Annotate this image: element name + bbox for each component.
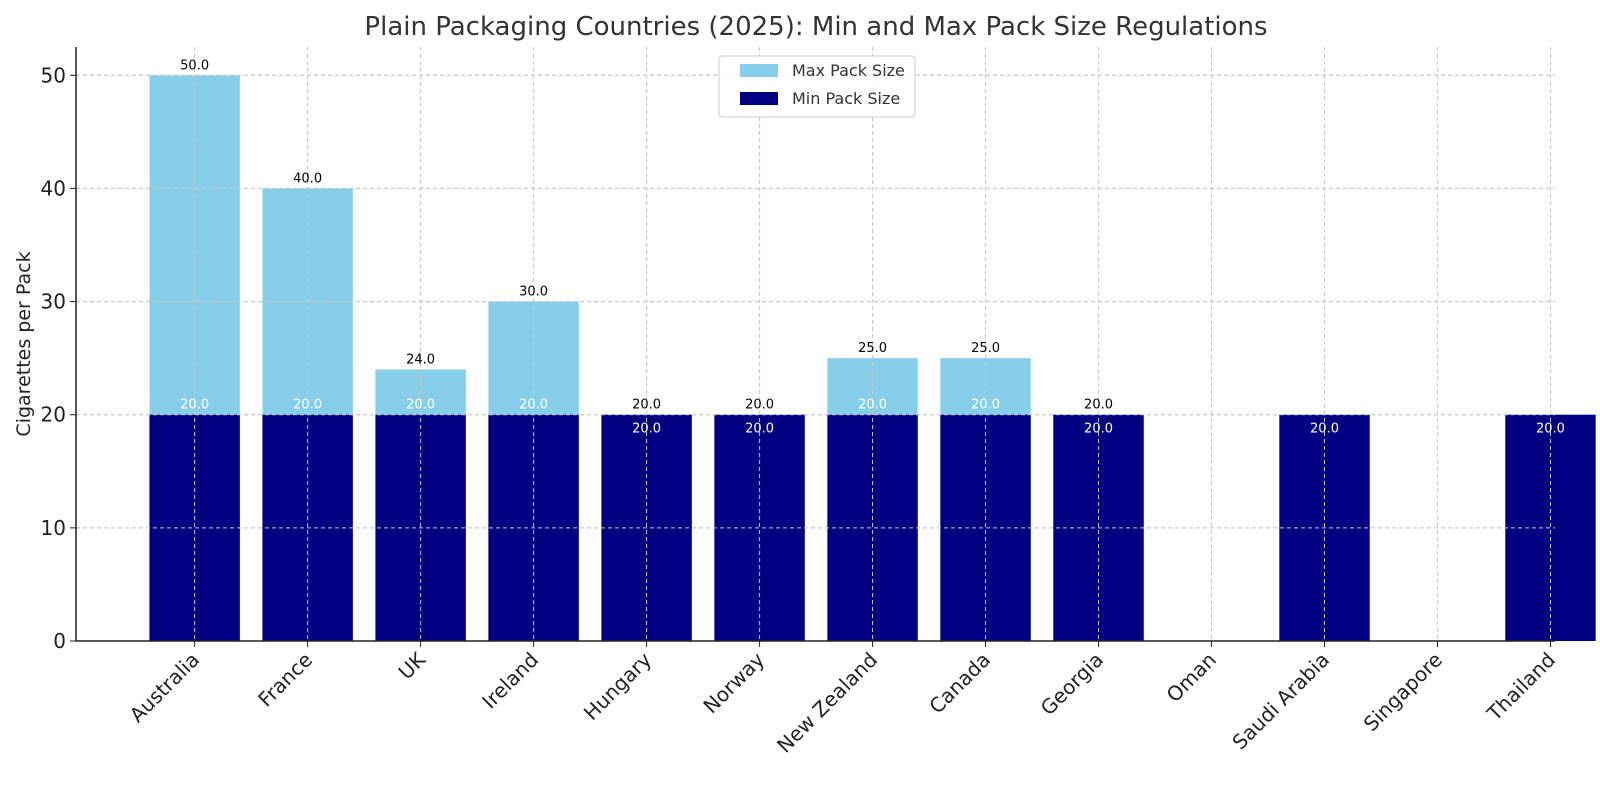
data-label-min: 20.0 — [293, 398, 322, 413]
legend-swatch — [740, 64, 778, 77]
chart-title: Plain Packaging Countries (2025): Min an… — [364, 12, 1267, 42]
x-tick-label: Georgia — [1036, 648, 1108, 720]
data-label-max: 25.0 — [858, 341, 887, 356]
data-label-max: 20.0 — [632, 398, 661, 413]
x-tick-label: Thailand — [1482, 648, 1560, 726]
data-label-min: 20.0 — [406, 398, 435, 413]
data-label-min: 20.0 — [1310, 422, 1339, 437]
data-label-min: 20.0 — [519, 398, 548, 413]
data-label-max: 40.0 — [293, 171, 322, 186]
data-labels: 20.0 50.0 20.0 40.0 20.0 24.0 20.0 30.0 20.0 20.0… — [180, 58, 1565, 436]
y-tick-label: 10 — [41, 516, 66, 540]
x-tick-label: Canada — [924, 648, 995, 719]
data-label-min: 20.0 — [180, 398, 209, 413]
data-label-min: 20.0 — [971, 398, 1000, 413]
legend: Max Pack Size Min Pack Size — [718, 55, 916, 118]
x-tick-label: Ireland — [477, 648, 543, 714]
x-tick-label: New Zealand — [772, 648, 882, 758]
x-tick-label: Australia — [125, 648, 205, 728]
data-label-max: 20.0 — [1084, 398, 1113, 413]
y-tick-label: 20 — [41, 403, 66, 427]
data-label-min: 20.0 — [745, 422, 774, 437]
y-axis-label: Cigarettes per Pack — [13, 251, 35, 436]
x-tick-label: UK — [394, 647, 431, 684]
data-label-max: 30.0 — [519, 285, 548, 300]
x-tick-label: France — [253, 648, 317, 712]
x-tick-label: Singapore — [1359, 648, 1447, 736]
y-tick-label: 50 — [41, 63, 66, 87]
legend-label: Max Pack Size — [792, 61, 905, 80]
legend-label: Min Pack Size — [792, 89, 900, 108]
data-label-max: 50.0 — [180, 58, 209, 73]
y-tick-label: 0 — [53, 629, 66, 653]
y-tick-label: 40 — [41, 176, 66, 200]
x-tick-label: Oman — [1162, 648, 1222, 708]
data-label-min: 20.0 — [1084, 422, 1113, 437]
data-label-min: 20.0 — [858, 398, 887, 413]
y-tick-label: 30 — [41, 290, 66, 314]
data-label-min: 20.0 — [632, 422, 661, 437]
data-label-max: 25.0 — [971, 341, 1000, 356]
data-label-min: 20.0 — [1536, 422, 1565, 437]
x-tick-label: Hungary — [579, 647, 656, 724]
legend-swatch — [740, 92, 778, 105]
x-tick-label: Saudi Arabia — [1227, 648, 1334, 755]
data-label-max: 20.0 — [745, 398, 774, 413]
x-tick-label: Norway — [698, 647, 769, 718]
data-label-max: 24.0 — [406, 352, 435, 367]
